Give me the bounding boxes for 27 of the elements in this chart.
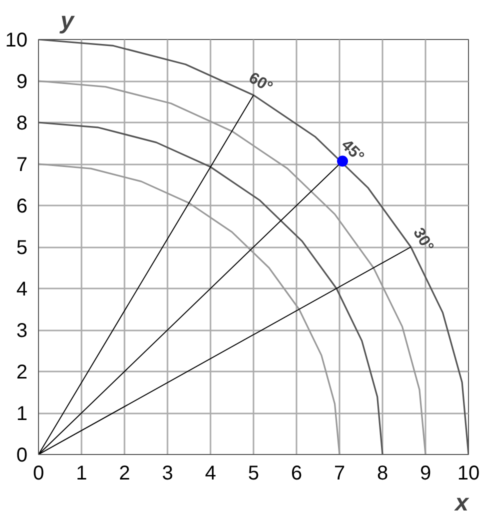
x-tick-label: 5	[248, 462, 260, 484]
y-tick-label: 9	[16, 71, 28, 93]
x-tick-label: 7	[334, 462, 346, 484]
x-axis-title: x	[453, 490, 470, 516]
x-tick-label: 6	[290, 462, 302, 484]
x-tick-label: 2	[118, 462, 130, 484]
y-tick-label: 5	[16, 237, 28, 259]
y-axis-title: y	[60, 8, 76, 34]
y-tick-label: 1	[16, 403, 28, 425]
y-tick-label: 6	[16, 196, 28, 218]
y-tick-label: 3	[16, 320, 28, 342]
annotation: 45°	[338, 136, 367, 166]
x-tick-label: 0	[32, 462, 44, 484]
y-tick-label: 8	[16, 112, 28, 134]
annotation: 60°	[246, 70, 276, 96]
x-tick-label: 8	[376, 462, 388, 484]
x-tick-label: 10	[457, 462, 480, 484]
y-tick-label: 0	[16, 444, 28, 466]
y-tick-label: 2	[16, 362, 28, 384]
x-tick-label: 4	[204, 462, 216, 484]
x-tick-label: 1	[76, 462, 88, 484]
x-tick-label: 9	[420, 462, 432, 484]
annotation: 30°	[410, 225, 436, 255]
y-tick-label: 10	[5, 30, 28, 52]
y-tick-label: 7	[16, 154, 28, 176]
x-tick-label: 3	[162, 462, 174, 484]
y-tick-label: 4	[16, 278, 28, 300]
